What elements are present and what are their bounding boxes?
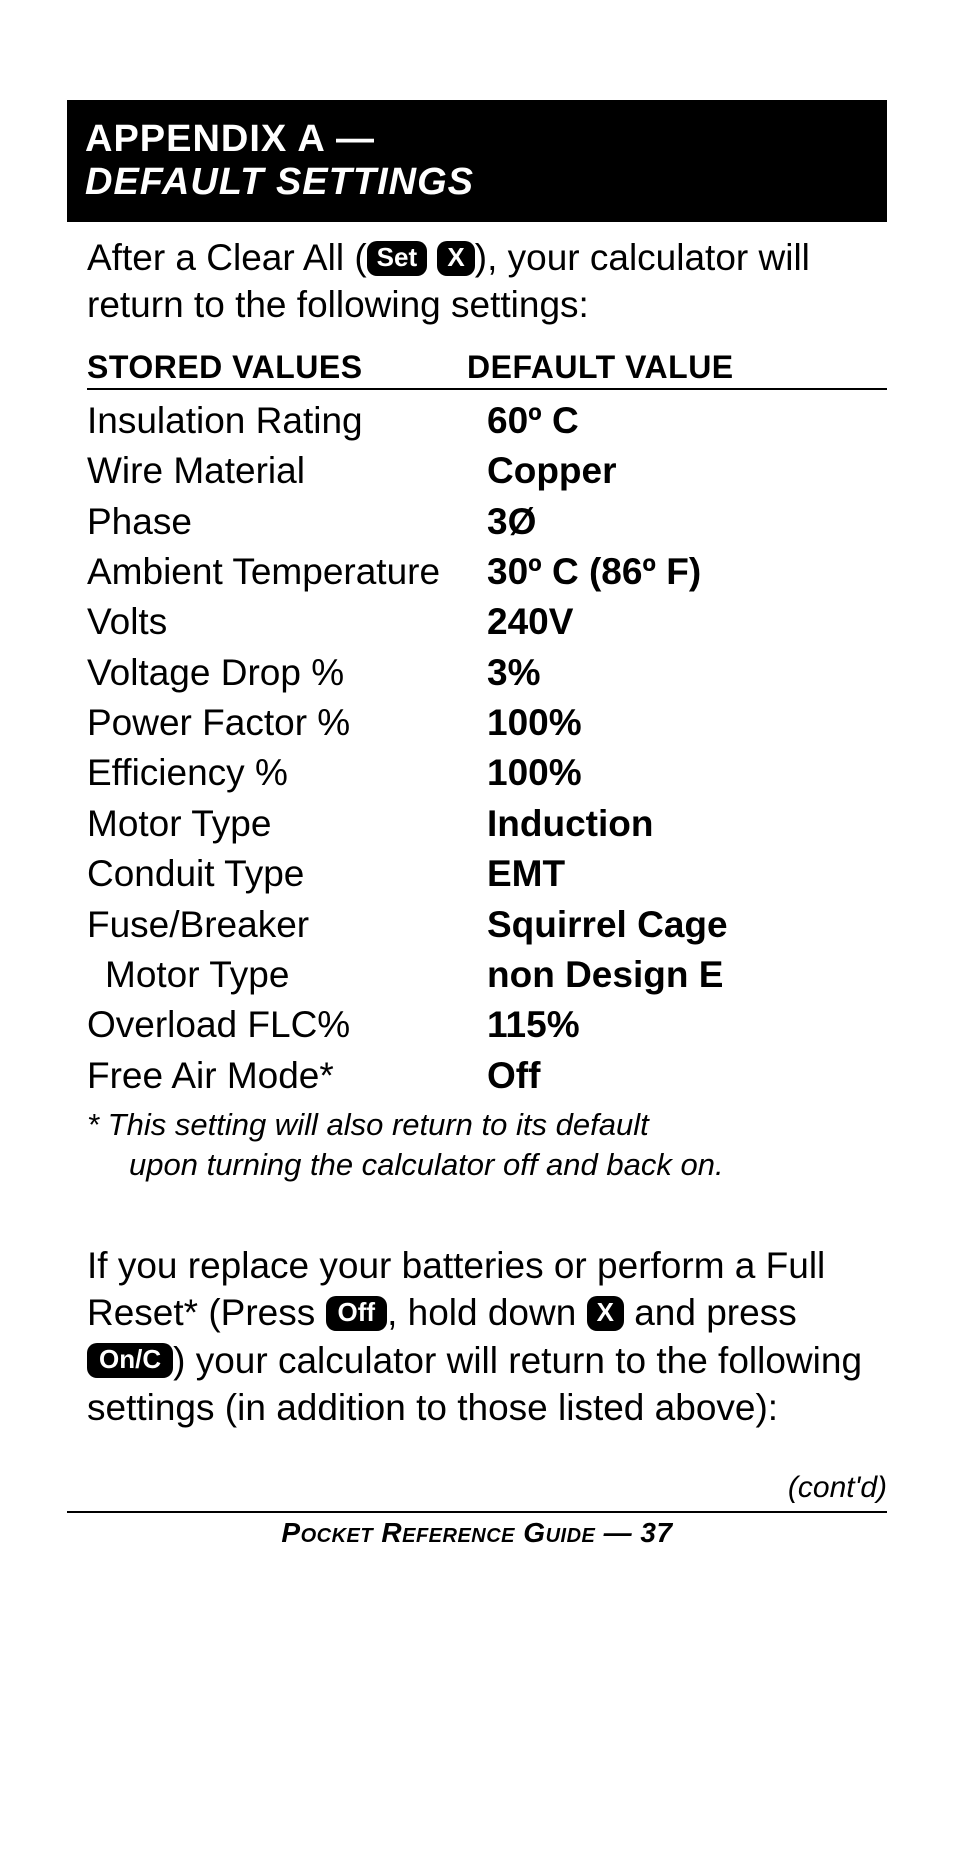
default-value: 3Ø: [487, 500, 536, 544]
stored-value-label: Volts: [87, 600, 487, 644]
default-value: 100%: [487, 701, 582, 745]
off-key-icon: Off: [326, 1296, 388, 1331]
default-value: 30º C (86º F): [487, 550, 701, 594]
footnote: * This setting will also return to its d…: [67, 1101, 887, 1186]
table-header-row: STORED VALUES DEFAULT VALUE: [87, 349, 887, 390]
default-value: 115%: [487, 1003, 580, 1047]
table-row: Power Factor %100%: [87, 698, 887, 748]
table-row: Wire MaterialCopper: [87, 446, 887, 496]
settings-table: STORED VALUES DEFAULT VALUE Insulation R…: [67, 329, 887, 1101]
appendix-header-box: APPENDIX A — DEFAULT SETTINGS: [67, 100, 887, 222]
stored-value-label: Phase: [87, 500, 487, 544]
stored-value-label: Free Air Mode*: [87, 1054, 487, 1098]
table-row: Volts240V: [87, 597, 887, 647]
default-value: 100%: [487, 751, 582, 795]
header-line2: DEFAULT SETTINGS: [85, 161, 869, 204]
table-header-right: DEFAULT VALUE: [467, 349, 734, 386]
stored-value-label: Motor Type: [87, 802, 487, 846]
body2-part2: , hold down: [387, 1292, 587, 1333]
stored-value-label: Fuse/Breaker: [87, 903, 487, 947]
default-value: 3%: [487, 651, 540, 695]
table-row: Efficiency %100%: [87, 748, 887, 798]
page-footer: Pocket Reference Guide — 37: [67, 1513, 887, 1549]
default-value: Induction: [487, 802, 653, 846]
intro-paragraph: After a Clear All (Set X), your calculat…: [67, 222, 887, 329]
table-row: Insulation Rating60º C: [87, 396, 887, 446]
table-row: Conduit TypeEMT: [87, 849, 887, 899]
page-content: APPENDIX A — DEFAULT SETTINGS After a Cl…: [67, 100, 887, 1549]
stored-value-label: Ambient Temperature: [87, 550, 487, 594]
continued-label: (cont'd): [67, 1471, 887, 1505]
default-value: Off: [487, 1054, 540, 1098]
table-header-left: STORED VALUES: [87, 349, 467, 386]
table-row: Motor Typenon Design E: [87, 950, 887, 1000]
stored-value-label: Motor Type: [87, 953, 487, 997]
default-value: 60º C: [487, 399, 579, 443]
stored-value-label: Wire Material: [87, 449, 487, 493]
stored-value-label: Efficiency %: [87, 751, 487, 795]
reset-paragraph: If you replace your batteries or perform…: [67, 1186, 887, 1431]
default-value: 240V: [487, 600, 573, 644]
intro-text-part1: After a Clear All (: [87, 237, 367, 278]
stored-value-label: Power Factor %: [87, 701, 487, 745]
footnote-line1: * This setting will also return to its d…: [87, 1105, 887, 1145]
table-row: Motor TypeInduction: [87, 799, 887, 849]
body2-part3: and press: [624, 1292, 797, 1333]
table-row: Fuse/BreakerSquirrel Cage: [87, 900, 887, 950]
header-line1: APPENDIX A —: [85, 118, 869, 161]
x-key-icon: X: [437, 241, 474, 276]
default-value: Squirrel Cage: [487, 903, 728, 947]
stored-value-label: Voltage Drop %: [87, 651, 487, 695]
set-key-icon: Set: [367, 241, 427, 276]
stored-value-label: Conduit Type: [87, 852, 487, 896]
table-body: Insulation Rating60º CWire MaterialCoppe…: [87, 390, 887, 1101]
table-row: Voltage Drop %3%: [87, 648, 887, 698]
body2-part4: ) your calculator will return to the fol…: [87, 1340, 862, 1428]
table-row: Free Air Mode*Off: [87, 1051, 887, 1101]
x-key-icon-2: X: [587, 1296, 624, 1331]
table-row: Ambient Temperature30º C (86º F): [87, 547, 887, 597]
stored-value-label: Insulation Rating: [87, 399, 487, 443]
default-value: EMT: [487, 852, 565, 896]
table-row: Phase3Ø: [87, 497, 887, 547]
footnote-line2: upon turning the calculator off and back…: [87, 1145, 887, 1185]
table-row: Overload FLC%115%: [87, 1000, 887, 1050]
default-value: Copper: [487, 449, 617, 493]
default-value: non Design E: [487, 953, 723, 997]
onc-key-icon: On/C: [87, 1343, 173, 1378]
stored-value-label: Overload FLC%: [87, 1003, 487, 1047]
